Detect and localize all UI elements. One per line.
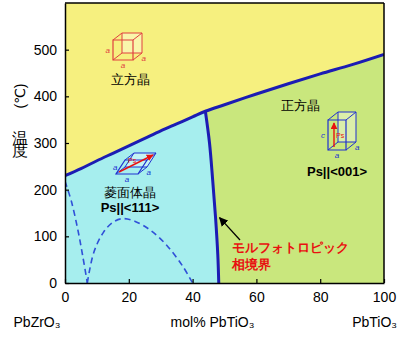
region-tetragonal — [65, 54, 384, 283]
tick-mark — [256, 279, 257, 283]
phase-boundary-dashed — [87, 219, 192, 283]
tick-label: 80 — [313, 289, 329, 305]
cell-edge — [328, 142, 338, 150]
tick-mark — [65, 190, 69, 191]
cell-label: a — [106, 46, 111, 55]
tick: 40 — [185, 279, 201, 305]
tick: 80 — [313, 279, 329, 305]
annotation: モルフォトロピック — [232, 240, 349, 255]
region-rhombohedral — [65, 54, 384, 283]
tick-label: 400 — [34, 88, 58, 104]
tick: 400 — [34, 88, 69, 104]
tick-label: 60 — [249, 289, 265, 305]
polarization-direction: Ps||<111> — [101, 200, 160, 215]
chart: 0 20 40 60 80 100 0 100 200 300 400 500 (℃) 温度 PbZrO₃ m… — [0, 0, 400, 341]
tick-mark — [65, 96, 69, 97]
cell-front — [113, 40, 133, 60]
region-label: 立方晶 — [111, 72, 150, 87]
tick: 100 — [34, 228, 69, 244]
tick: 0 — [49, 275, 69, 291]
phase-boundary — [205, 111, 218, 283]
tick-label: 20 — [122, 289, 138, 305]
cell-label: a — [142, 54, 147, 63]
region-label: 菱面体晶 — [104, 185, 156, 200]
frame — [65, 3, 384, 283]
region-cubic — [65, 3, 384, 283]
tick: 200 — [34, 182, 69, 198]
tick: 20 — [122, 279, 138, 305]
tick-mark — [193, 279, 194, 283]
x-end-label: PbTiO₃ — [352, 314, 397, 330]
tick-label: 300 — [34, 135, 58, 151]
cell-edge — [328, 112, 338, 120]
y-axis-unit: (℃) — [12, 83, 28, 108]
unit-cell: a a a — [106, 33, 147, 70]
phase-boundary-dashed — [65, 181, 87, 283]
cell-edge — [133, 33, 142, 40]
cell-label: c — [321, 131, 325, 140]
tick-label: 200 — [34, 182, 58, 198]
frame-right — [383, 3, 385, 283]
polarization-label: Ps — [128, 157, 137, 164]
unit-cell: aaaPs — [113, 153, 156, 184]
tick: 100 — [373, 279, 397, 305]
cell-label: a — [147, 168, 152, 177]
tick-mark — [65, 236, 69, 237]
tick: 500 — [34, 42, 69, 58]
tick-mark — [384, 279, 385, 283]
tick-mark — [129, 279, 130, 283]
tick-mark — [65, 283, 69, 284]
cell-label: a — [355, 143, 360, 152]
cell-label: a — [113, 163, 118, 172]
x-end-label: PbZrO₃ — [14, 314, 61, 330]
x-axis-title: mol% PbTiO₃ — [171, 314, 255, 330]
annotation-arrow — [220, 218, 240, 240]
polarization-label: Ps — [336, 132, 345, 139]
tick-label: 500 — [34, 42, 58, 58]
tick-label: 0 — [62, 289, 70, 305]
cell-front — [328, 120, 346, 150]
tick-label: 100 — [373, 289, 397, 305]
cell-edge — [113, 53, 122, 60]
polarization-direction: Ps||<001> — [307, 164, 367, 179]
y-axis-title: 温度 — [12, 118, 29, 158]
cell-edge — [346, 112, 356, 120]
annotation: 相境界 — [231, 257, 271, 272]
tick-label: 0 — [49, 275, 57, 291]
tick: 60 — [249, 279, 265, 305]
polarization-arrow — [333, 123, 334, 147]
cell-back — [122, 33, 142, 53]
cell-label: a — [121, 61, 126, 70]
plot-area — [65, 3, 384, 283]
cell-edge — [113, 33, 122, 40]
phase-boundary — [65, 54, 384, 175]
frame-top — [65, 2, 384, 4]
cell-label: a — [125, 175, 130, 184]
tick-label: 40 — [185, 289, 201, 305]
x-axis: 0 20 40 60 80 100 — [62, 279, 397, 305]
cell-label: a — [335, 151, 340, 160]
tick-mark — [65, 143, 69, 144]
tick: 300 — [34, 135, 69, 151]
tick-mark — [65, 50, 69, 51]
polarization-arrow — [119, 155, 153, 172]
x-axis-line — [66, 283, 385, 285]
tick-mark — [320, 279, 321, 283]
unit-cell: c a a Ps — [321, 112, 360, 160]
y-axis: 0 100 200 300 400 500 — [34, 4, 69, 291]
region-label: 正方晶 — [281, 98, 320, 113]
tick-label: 100 — [34, 228, 58, 244]
